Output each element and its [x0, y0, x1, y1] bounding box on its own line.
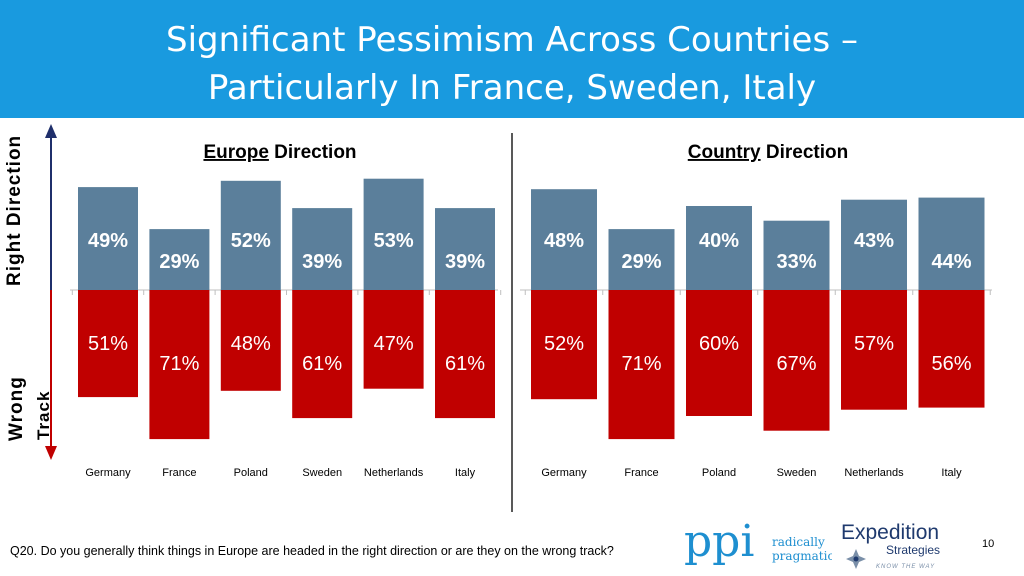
bar-right-europe-france — [149, 229, 210, 290]
label-wrong-europe-netherlands: 47% — [374, 333, 414, 355]
label-wrong-europe-italy: 61% — [445, 353, 485, 375]
label-wrong-country-italy: 56% — [931, 353, 971, 375]
label-right-country-poland: 40% — [699, 230, 739, 252]
label-right-country-sweden: 33% — [776, 251, 816, 273]
category-label-country-germany: Germany — [541, 467, 587, 479]
label-wrong-country-poland: 60% — [699, 333, 739, 355]
category-label-europe-poland: Poland — [234, 467, 268, 479]
category-label-country-sweden: Sweden — [777, 467, 817, 479]
label-wrong-europe-france: 71% — [159, 353, 199, 375]
category-label-country-france: France — [624, 467, 658, 479]
category-label-europe-netherlands: Netherlands — [364, 467, 424, 479]
bar-wrong-country-sweden — [763, 290, 830, 431]
label-right-europe-netherlands: 53% — [374, 230, 414, 252]
label-right-country-italy: 44% — [931, 251, 971, 273]
title-bar: Significant Pessimism Across Countries –… — [0, 0, 1024, 118]
slide-title-line-1: Significant Pessimism Across Countries – — [166, 20, 858, 60]
bar-wrong-europe-germany — [78, 290, 138, 398]
bar-right-country-netherlands — [841, 199, 907, 290]
bar-right-europe-germany — [78, 187, 138, 290]
label-wrong-country-france: 71% — [621, 353, 661, 375]
bar-wrong-country-italy — [918, 290, 985, 408]
category-label-country-italy: Italy — [941, 467, 962, 479]
bar-right-country-germany — [531, 189, 597, 290]
category-label-europe-italy: Italy — [455, 467, 476, 479]
chart-title-europe: Europe Direction — [203, 142, 356, 163]
label-right-europe-poland: 52% — [231, 230, 271, 252]
ppi-logo: ppi radically pragmatic — [684, 516, 832, 567]
footer — [0, 512, 1024, 576]
bar-wrong-europe-italy — [435, 290, 495, 419]
ppi-logo-line-2: pragmatic — [772, 549, 832, 563]
bar-wrong-country-netherlands — [841, 290, 907, 410]
arrow-up-head — [45, 124, 57, 138]
ppi-logo-mark: ppi — [684, 516, 754, 567]
label-wrong-country-netherlands: 57% — [854, 333, 894, 355]
compass-icon — [846, 549, 866, 569]
bar-wrong-country-poland — [686, 290, 752, 416]
bar-wrong-europe-poland — [220, 290, 281, 391]
bar-right-europe-poland — [220, 180, 281, 290]
label-right-europe-france: 29% — [159, 251, 199, 273]
expedition-logo-line-1: Expedition — [841, 521, 939, 544]
category-label-europe-germany: Germany — [85, 467, 131, 479]
category-label-country-netherlands: Netherlands — [844, 467, 904, 479]
arrow-down-head — [45, 446, 57, 460]
bar-wrong-europe-netherlands — [363, 290, 424, 389]
bar-wrong-country-france — [608, 290, 675, 440]
page-number: 10 — [982, 538, 995, 550]
label-wrong-europe-sweden: 61% — [302, 353, 342, 375]
label-wrong-country-germany: 52% — [544, 333, 584, 355]
question-text: Q20. Do you generally think things in Eu… — [10, 544, 614, 558]
bar-wrong-country-germany — [531, 290, 597, 400]
expedition-strategies-logo: Expedition Strategies KNOW THE WAY — [841, 521, 940, 570]
bar-right-country-sweden — [763, 220, 830, 290]
bar-right-country-poland — [686, 206, 752, 290]
category-label-country-poland: Poland — [702, 467, 736, 479]
label-right-country-germany: 48% — [544, 230, 584, 252]
label-right-europe-italy: 39% — [445, 251, 485, 273]
expedition-logo-tagline: KNOW THE WAY — [876, 564, 935, 570]
slide-title-line-2: Particularly In France, Sweden, Italy — [207, 68, 817, 108]
label-right-europe-germany: 49% — [88, 230, 128, 252]
bar-right-country-france — [608, 229, 675, 290]
label-right-country-netherlands: 43% — [854, 230, 894, 252]
label-wrong-europe-germany: 51% — [88, 333, 128, 355]
ppi-logo-line-1: radically — [772, 535, 825, 549]
label-wrong-europe-poland: 48% — [231, 333, 271, 355]
bar-right-europe-netherlands — [363, 178, 424, 290]
bar-right-europe-italy — [435, 208, 495, 290]
bar-wrong-europe-sweden — [292, 290, 353, 419]
label-right-country-france: 29% — [621, 251, 661, 273]
chart-title-country: Country Direction — [688, 142, 848, 163]
bar-wrong-europe-france — [149, 290, 210, 440]
bar-right-country-italy — [918, 197, 985, 290]
category-label-europe-sweden: Sweden — [302, 467, 342, 479]
label-wrong-country-sweden: 67% — [776, 353, 816, 375]
expedition-logo-line-2: Strategies — [886, 543, 940, 557]
bar-right-europe-sweden — [292, 208, 353, 290]
category-label-europe-france: France — [162, 467, 196, 479]
label-right-europe-sweden: 39% — [302, 251, 342, 273]
